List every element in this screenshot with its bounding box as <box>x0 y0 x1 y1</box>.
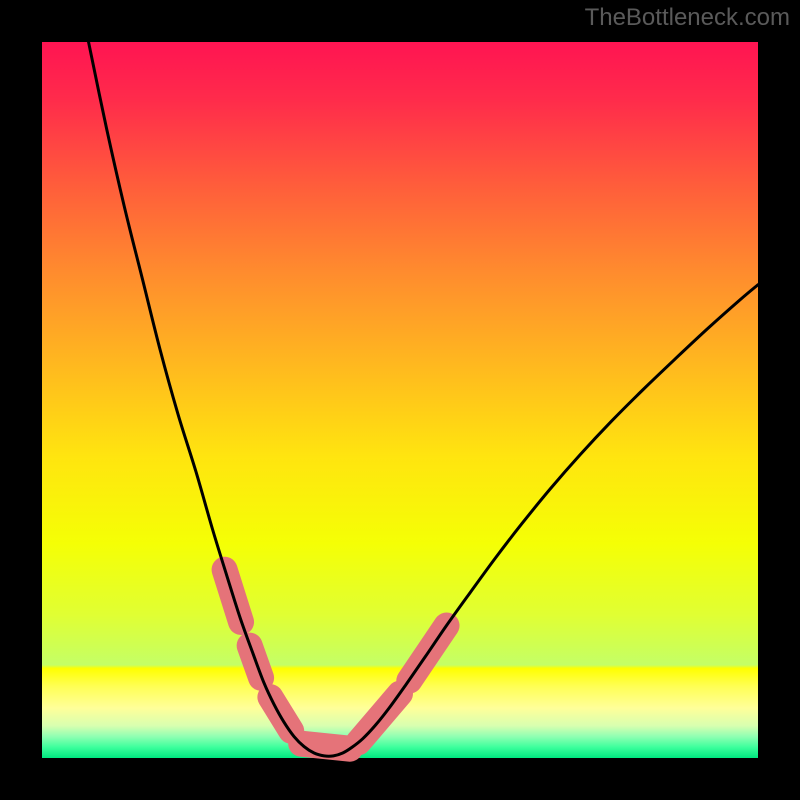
curve-svg <box>42 42 758 758</box>
plot-area <box>42 42 758 758</box>
watermark-text: TheBottleneck.com <box>585 4 790 32</box>
highlight-segment <box>301 744 350 749</box>
